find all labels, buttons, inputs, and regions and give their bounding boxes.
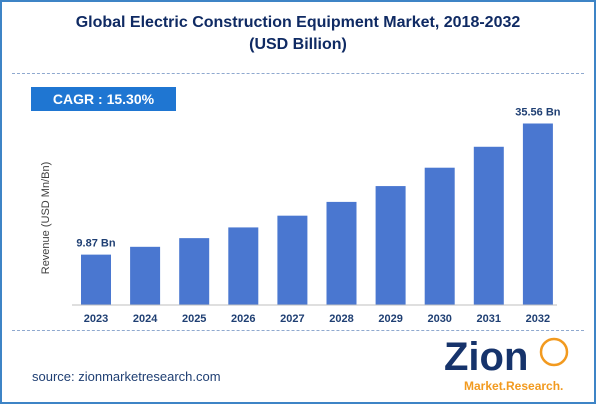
data-label-2032: 35.56 Bn — [515, 107, 561, 119]
bar-2024 — [130, 246, 161, 305]
bar-2028 — [326, 201, 357, 305]
x-tick-2023: 2023 — [84, 313, 108, 325]
x-tick-2032: 2032 — [526, 313, 550, 325]
bar-2025 — [179, 238, 210, 305]
bottom-divider — [12, 330, 584, 331]
x-tick-2024: 2024 — [133, 313, 158, 325]
bars-group — [81, 123, 553, 305]
logo-word: Zion — [444, 335, 528, 379]
x-tick-labels: 2023 2024 2025 2026 2027 2028 2029 2030 2031 2032 — [84, 313, 550, 325]
x-tick-2031: 2031 — [477, 313, 501, 325]
source-text: source: zionmarketresearch.com — [32, 369, 221, 384]
x-tick-2027: 2027 — [280, 313, 304, 325]
chart-title: Global Electric Construction Equipment M… — [2, 12, 594, 56]
data-labels: 9.87 Bn 35.56 Bn — [76, 107, 560, 250]
logo-ring-icon — [539, 337, 569, 367]
x-tick-2026: 2026 — [231, 313, 255, 325]
bar-2027 — [277, 215, 308, 305]
bar-2026 — [228, 227, 259, 305]
bar-2023 — [81, 254, 111, 305]
bar-2029 — [375, 186, 406, 305]
bar-2031 — [473, 146, 504, 305]
x-tick-2029: 2029 — [378, 313, 402, 325]
x-tick-2025: 2025 — [182, 313, 206, 325]
chart-title-line1: Global Electric Construction Equipment M… — [75, 14, 521, 31]
logo-sub: Market.Research. — [464, 379, 563, 393]
top-divider — [12, 73, 584, 74]
bar-2030 — [424, 167, 455, 305]
bar-2032 — [522, 123, 553, 305]
chart-title-line2: (USD Billion) — [249, 36, 347, 53]
zion-logo: Zion Market.Research. — [444, 335, 569, 393]
y-axis-label: Revenue (USD Mn/Bn) — [40, 162, 52, 275]
x-tick-2028: 2028 — [329, 313, 353, 325]
data-label-2023: 9.87 Bn — [76, 238, 115, 250]
x-tick-2030: 2030 — [427, 313, 451, 325]
cagr-badge: CAGR : 15.30% — [31, 87, 176, 111]
